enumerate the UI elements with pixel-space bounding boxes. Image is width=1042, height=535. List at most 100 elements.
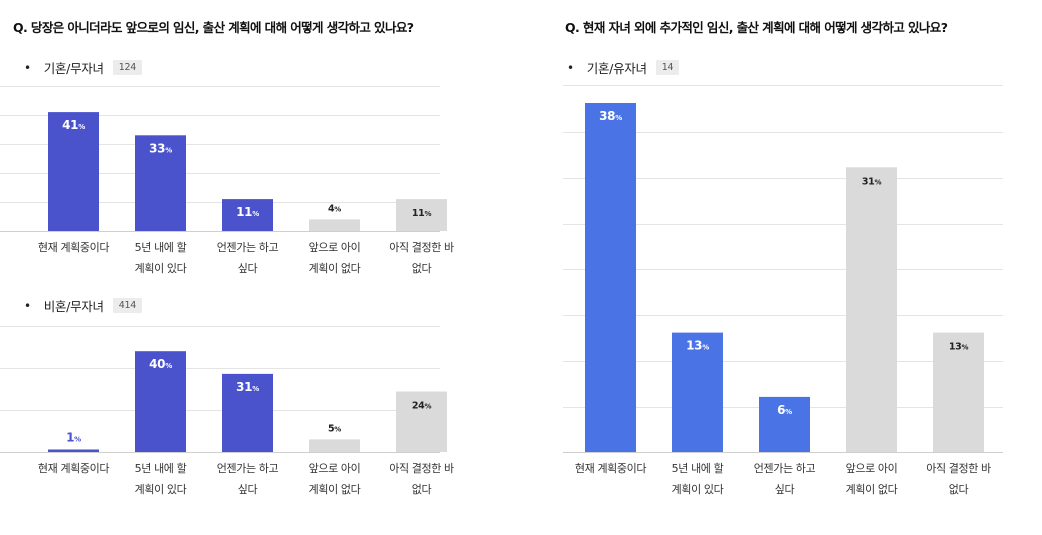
data-label: 1% <box>66 430 81 444</box>
data-label: 33% <box>149 141 172 155</box>
category-label: 계획이 없다 <box>846 483 898 496</box>
category-label: 계획이 있다 <box>135 262 187 275</box>
data-label-unit: % <box>78 123 85 131</box>
category-label: 계획이 있다 <box>672 483 724 496</box>
data-label: 5% <box>328 423 341 434</box>
data-label-value: 31 <box>862 176 875 187</box>
category-label: 현재 계획중이다 <box>38 462 109 475</box>
group-name: 기혼/유자녀 <box>586 61 647 76</box>
bar <box>135 135 186 231</box>
data-label: 31% <box>862 176 882 187</box>
data-label-value: 11 <box>236 205 252 219</box>
data-label-value: 6 <box>777 403 785 417</box>
data-label-unit: % <box>334 425 341 433</box>
respondent-count-badge: 14 <box>655 60 680 75</box>
category-label: 앞으로 아이 <box>309 462 361 475</box>
data-label-unit: % <box>615 114 622 122</box>
category-label: 없다 <box>412 262 432 275</box>
category-label: 아직 결정한 바 <box>389 462 454 475</box>
bar <box>309 439 360 452</box>
data-label-value: 5 <box>328 423 334 434</box>
bar <box>309 219 360 231</box>
group-name: 기혼/무자녀 <box>43 61 104 76</box>
bar <box>135 351 186 452</box>
bar <box>585 103 636 452</box>
category-label: 언젠가는 하고 <box>754 461 816 475</box>
category-label: 언젠가는 하고 <box>217 461 279 475</box>
group-label-single-no-children: • 비혼/무자녀 414 <box>24 296 142 315</box>
left-question-title: Q. 당장은 아니더라도 앞으로의 임신, 출산 계획에 대해 어떻게 생각하고… <box>13 20 414 35</box>
category-label: 싶다 <box>238 262 258 275</box>
category-label: 아직 결정한 바 <box>926 462 991 475</box>
category-label: 계획이 없다 <box>309 483 361 496</box>
respondent-count-badge: 414 <box>112 298 142 313</box>
category-label: 5년 내에 할 <box>672 462 724 475</box>
data-label-value: 11 <box>412 208 425 219</box>
right-question-title: Q. 현재 자녀 외에 추가적인 임신, 출산 계획에 대해 어떻게 생각하고 … <box>565 20 948 35</box>
data-label-unit: % <box>785 408 792 416</box>
data-label-value: 13 <box>949 342 962 353</box>
bar <box>48 449 99 452</box>
data-label: 11% <box>236 205 259 219</box>
category-label: 현재 계획중이다 <box>38 241 109 254</box>
data-label-value: 1 <box>66 430 74 444</box>
data-label-unit: % <box>874 178 881 186</box>
group-name: 비혼/무자녀 <box>43 299 104 314</box>
bar <box>396 199 447 231</box>
bar <box>846 167 897 452</box>
data-label-unit: % <box>74 435 81 443</box>
bullet-icon: • <box>24 298 31 313</box>
data-label: 40% <box>149 357 172 371</box>
data-label-value: 38 <box>599 109 615 123</box>
bar <box>396 391 447 452</box>
bar <box>48 112 99 231</box>
data-label: 13% <box>686 339 709 353</box>
data-label: 6% <box>777 403 792 417</box>
category-label: 앞으로 아이 <box>846 462 898 475</box>
data-label-value: 41 <box>62 118 78 132</box>
category-label: 언젠가는 하고 <box>217 240 279 254</box>
data-label-unit: % <box>702 344 709 352</box>
data-label-unit: % <box>165 146 172 154</box>
data-label-value: 4 <box>328 203 335 214</box>
data-label-unit: % <box>165 362 172 370</box>
data-label: 24% <box>412 401 432 412</box>
data-label: 11% <box>412 208 432 219</box>
data-label: 13% <box>949 342 969 353</box>
category-label: 계획이 있다 <box>135 483 187 496</box>
data-label: 41% <box>62 118 85 132</box>
data-label-value: 40 <box>149 357 165 371</box>
category-label: 5년 내에 할 <box>135 462 187 475</box>
data-label-value: 24 <box>412 401 425 412</box>
data-label: 31% <box>236 380 259 394</box>
data-label-value: 33 <box>149 141 165 155</box>
group-label-married-with-children: • 기혼/유자녀 14 <box>567 58 680 77</box>
data-label-unit: % <box>252 210 259 218</box>
bar <box>222 199 273 231</box>
data-label-unit: % <box>252 385 259 393</box>
data-label: 4% <box>328 203 341 214</box>
category-label: 없다 <box>949 483 969 496</box>
category-label: 계획이 없다 <box>309 262 361 275</box>
bar <box>933 332 984 452</box>
bar <box>222 373 273 452</box>
bar <box>759 396 810 452</box>
data-label-unit: % <box>334 205 341 213</box>
data-label-unit: % <box>424 403 431 411</box>
bar <box>672 332 723 452</box>
category-label: 싶다 <box>775 483 795 496</box>
data-label-value: 31 <box>236 380 252 394</box>
data-label-unit: % <box>961 344 968 352</box>
data-label-unit: % <box>424 210 431 218</box>
data-label: 38% <box>599 109 622 123</box>
category-label: 앞으로 아이 <box>309 241 361 254</box>
bullet-icon: • <box>567 60 574 75</box>
category-label: 5년 내에 할 <box>135 241 187 254</box>
bullet-icon: • <box>24 60 31 75</box>
data-label-value: 13 <box>686 339 702 353</box>
category-label: 싶다 <box>238 483 258 496</box>
respondent-count-badge: 124 <box>112 60 142 75</box>
